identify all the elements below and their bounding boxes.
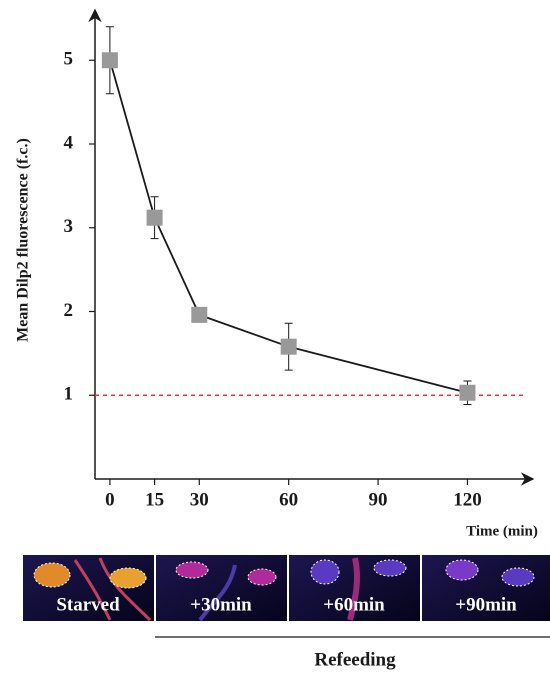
panel-label: Starved bbox=[56, 594, 120, 615]
y-tick-label: 5 bbox=[64, 49, 74, 70]
y-axis-label: Mean Dilp2 fluorescence (f.c.) bbox=[15, 138, 32, 342]
y-tick-label: 2 bbox=[64, 300, 74, 321]
panel-label: +90min bbox=[455, 594, 517, 615]
x-tick-label: 120 bbox=[453, 489, 482, 510]
y-tick-label: 1 bbox=[64, 384, 74, 405]
y-tick-label: 3 bbox=[64, 216, 74, 237]
x-tick-label: 0 bbox=[105, 489, 115, 510]
x-tick-label: 30 bbox=[190, 489, 209, 510]
y-tick-label: 4 bbox=[64, 132, 74, 153]
group-label: Refeeding bbox=[314, 649, 396, 670]
data-point bbox=[281, 339, 297, 355]
x-tick-label: 15 bbox=[145, 489, 164, 510]
data-point bbox=[102, 52, 118, 68]
x-tick-label: 90 bbox=[369, 489, 388, 510]
panel-label: +30min bbox=[190, 594, 252, 615]
data-point bbox=[191, 307, 207, 323]
x-tick-label: 60 bbox=[279, 489, 298, 510]
x-axis-label: Time (min) bbox=[466, 523, 538, 539]
data-point bbox=[147, 210, 163, 226]
panel-label: +60min bbox=[323, 594, 385, 615]
data-point bbox=[459, 385, 475, 401]
figure: Mean Dilp2 fluorescence (f.c.) Time (min… bbox=[0, 0, 550, 673]
